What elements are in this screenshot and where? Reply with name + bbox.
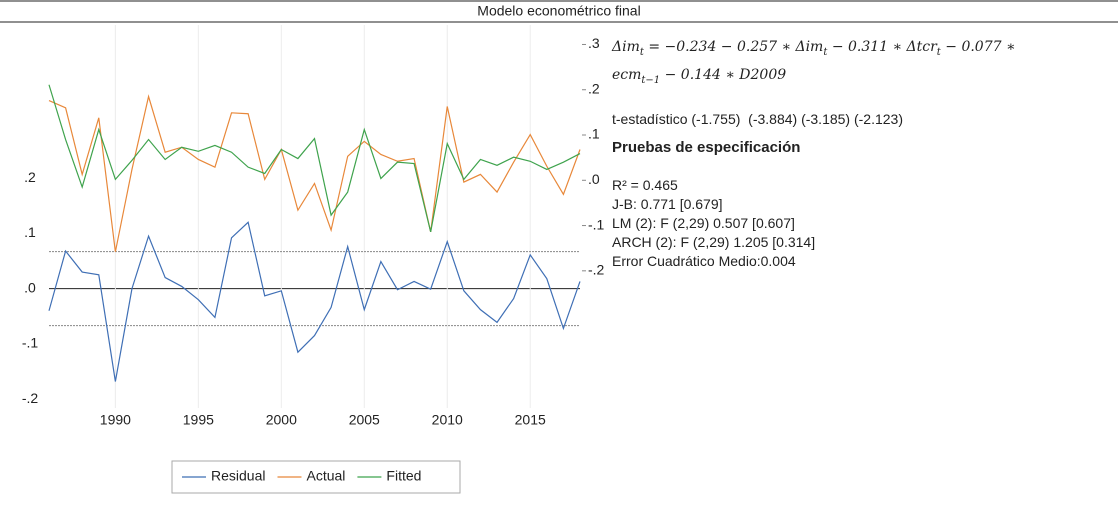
tests: R² = 0.465 J-B: 0.771 [0.679] LM (2): F (2… — [612, 176, 1016, 271]
x-tick-label: 2000 — [266, 412, 297, 428]
y2-tick-label: -.1 — [588, 216, 605, 232]
equation-text: ecm — [612, 66, 642, 83]
t-stats: t-estadístico (-1.755) (-3.884) (-3.185)… — [612, 110, 904, 127]
equation-line: Δimt = −0.234 − 0.257 ∗ Δimt − 0.311 ∗ Δ… — [612, 36, 1016, 64]
equation-subscript: t — [639, 46, 644, 58]
series-line — [48, 221, 581, 382]
equation-text: − 0.311 ∗ Δtcr — [827, 39, 937, 55]
legend-label: Actual — [306, 468, 345, 484]
y2-tick-label: .0 — [588, 171, 600, 187]
x-tick-label: 2005 — [349, 412, 380, 428]
chart-title: Modelo econométrico final — [477, 3, 640, 19]
y-tick-label: -.1 — [22, 335, 39, 351]
equation-line: ecmt−1 − 0.144 ∗ D2009 — [612, 64, 1016, 92]
equation-subscript: t — [936, 46, 941, 58]
x-tick-label: 2010 — [432, 412, 463, 428]
test-result: R² = 0.465 — [612, 176, 678, 193]
test-result: J-B: 0.771 [0.679] — [612, 195, 723, 212]
y2-tick-label: .2 — [588, 80, 600, 96]
y2-tick-label: .1 — [588, 126, 600, 142]
y2-tick-label: .3 — [588, 35, 600, 51]
equation-subscript: t−1 — [641, 74, 661, 86]
tests-title: Pruebas de especificación — [612, 138, 801, 156]
equation-subscript: t — [823, 46, 828, 58]
equation-text: = −0.234 − 0.257 ∗ Δim — [643, 39, 824, 55]
x-tick-label: 1990 — [100, 412, 131, 428]
y-tick-label: .0 — [24, 279, 36, 295]
legend-box — [171, 460, 461, 494]
series-line — [48, 94, 581, 252]
equation: Δimt = −0.234 − 0.257 ∗ Δimt − 0.311 ∗ Δ… — [612, 36, 1016, 92]
x-tick-label: 1995 — [183, 412, 214, 428]
series-line — [48, 84, 581, 233]
y-tick-label: .1 — [24, 224, 36, 240]
test-result: Error Cuadrático Medio:0.004 — [612, 252, 796, 269]
y-tick-label: .2 — [24, 169, 36, 185]
y2-tick-label: -.2 — [588, 262, 605, 278]
equation-text: − 0.077 ∗ — [940, 39, 1016, 55]
equation-text: − 0.144 ∗ D2009 — [660, 66, 787, 83]
test-result: LM (2): F (2,29) 0.507 [0.607] — [612, 214, 795, 231]
legend-label: Fitted — [386, 468, 421, 484]
test-result: ARCH (2): F (2,29) 1.205 [0.314] — [612, 233, 816, 250]
y-tick-label: -.2 — [22, 390, 39, 406]
x-tick-label: 2015 — [515, 412, 546, 428]
legend-label: Residual — [211, 468, 265, 484]
equation-text: Δim — [612, 39, 640, 55]
model-panel: Δimt = −0.234 − 0.257 ∗ Δimt − 0.311 ∗ Δ… — [612, 36, 1016, 271]
